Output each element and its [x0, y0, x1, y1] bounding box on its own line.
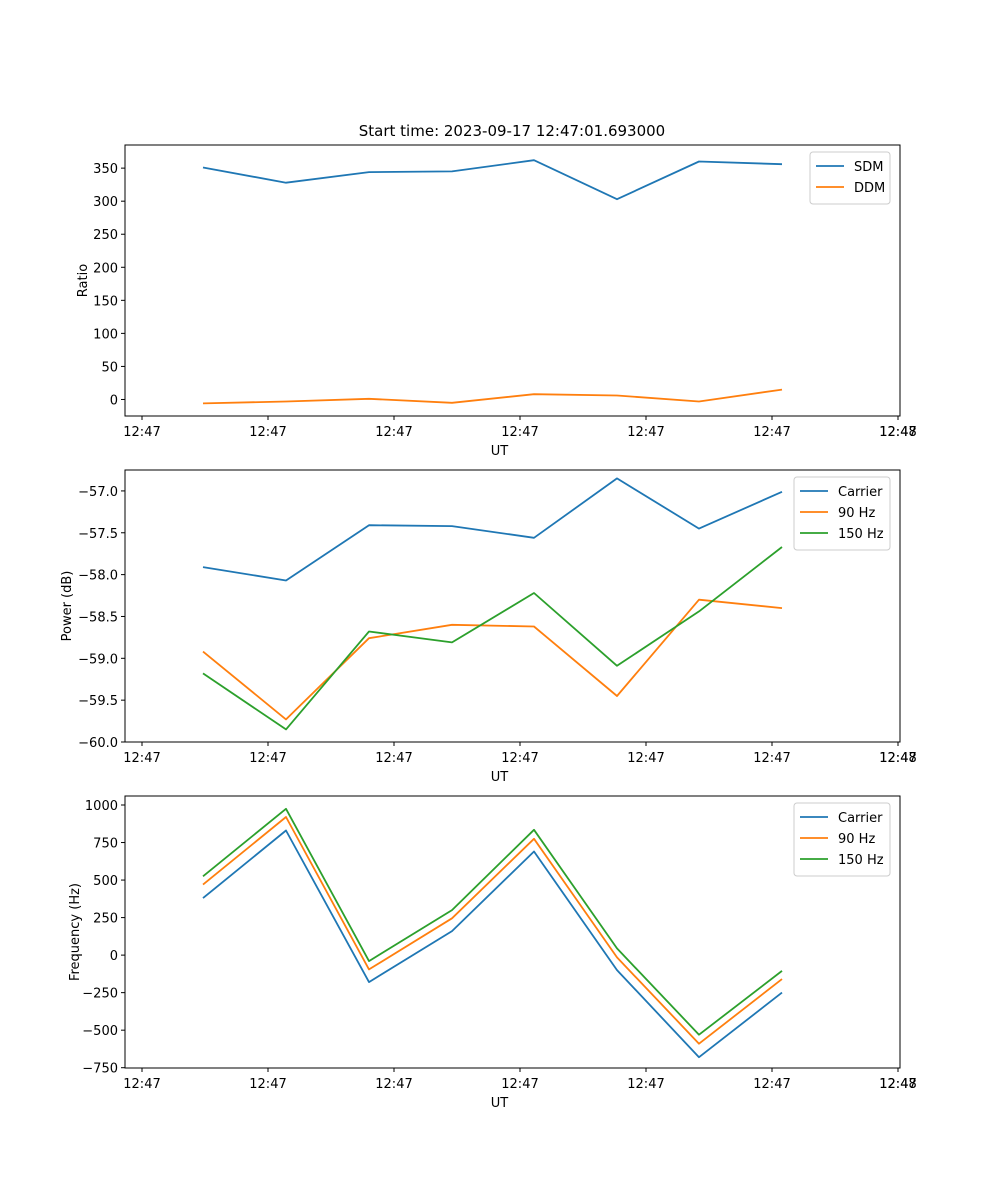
power-y-axis-label: Power (dB)	[60, 571, 75, 642]
frequency-y-tick-label: 0	[110, 949, 118, 964]
frequency-legend-box	[793, 802, 891, 877]
power-y-tick-label: −57.0	[78, 485, 118, 500]
ratio-x-tick-label: 12:47	[879, 425, 916, 440]
ratio-legend-label: SDM	[854, 160, 883, 175]
power-x-tick-label: 12:47	[879, 751, 916, 766]
ratio-x-tick-label: 12:47	[249, 425, 286, 440]
ratio-y-tick-label: 0	[110, 393, 118, 408]
ratio-y-tick-label: 300	[93, 195, 118, 210]
frequency-x-tick-label: 12:47	[501, 1077, 538, 1092]
power-legend-box	[793, 476, 891, 551]
power-y-tick-label: −57.5	[78, 527, 118, 542]
ratio-x-tick-label: 12:47	[375, 425, 412, 440]
power-x-tick-label: 12:47	[753, 751, 790, 766]
power-axes-frame	[124, 469, 901, 743]
ratio-legend-label: DDM	[854, 181, 885, 196]
ratio-x-tick-label: 12:48	[879, 425, 916, 440]
ratio-x-tick-label: 12:47	[627, 425, 664, 440]
frequency-x-tick-label: 12:47	[375, 1077, 412, 1092]
power-y-tick-label: −59.0	[78, 652, 118, 667]
subplot-frequency: 12:47 12:47 12:47 12:47 12:47 12:47 12:4712:48…	[68, 795, 917, 1111]
frequency-y-tick-label: 750	[93, 837, 118, 852]
power-y-tick-label: −59.5	[78, 694, 118, 709]
frequency-y-tick-label: 250	[93, 912, 118, 927]
frequency-legend-label: 90 Hz	[838, 832, 875, 847]
frequency-y-tick-label: 1000	[85, 799, 118, 814]
ratio-axes-frame	[124, 144, 901, 417]
frequency-x-axis-label: UT	[491, 1096, 509, 1111]
ratio-legend-box	[809, 151, 891, 205]
frequency-x-tick-label: 12:47	[627, 1077, 664, 1092]
frequency-y-axis-label: Frequency (Hz)	[68, 883, 83, 981]
frequency-x-tick-label: 12:47	[249, 1077, 286, 1092]
frequency-series-90-hz	[202, 816, 783, 1045]
frequency-series-carrier	[202, 829, 783, 1059]
ratio-x-tick-label: 12:47	[501, 425, 538, 440]
frequency-x-tick-label: 12:47	[753, 1077, 790, 1092]
power-x-tick-label: 12:47	[627, 751, 664, 766]
frequency-x-tick-label: 12:47	[123, 1077, 160, 1092]
subplot-power: 12:47 12:47 12:47 12:47 12:47 12:47 12:4712:48…	[60, 469, 917, 785]
power-x-axis-label: UT	[491, 770, 509, 785]
power-x-tick-label: 12:47	[123, 751, 160, 766]
power-legend-label: 90 Hz	[838, 506, 875, 521]
frequency-y-tick-label: 500	[93, 874, 118, 889]
ratio-y-tick-label: 100	[93, 327, 118, 342]
power-y-tick-label: −60.0	[78, 736, 118, 751]
power-series-carrier	[202, 477, 783, 582]
power-x-tick-label: 12:47	[249, 751, 286, 766]
frequency-y-tick-label: −750	[82, 1062, 118, 1077]
ratio-y-tick-label: 50	[101, 360, 118, 375]
ratio-x-tick-label: 12:47	[123, 425, 160, 440]
frequency-y-tick-label: −500	[82, 1024, 118, 1039]
power-series-90-hz	[202, 598, 783, 721]
frequency-legend-label: Carrier	[838, 811, 883, 826]
ratio-legend: SDM DDM	[809, 151, 891, 205]
power-x-tick-label: 12:47	[501, 751, 538, 766]
ratio-y-tick-label: 200	[93, 261, 118, 276]
frequency-legend: Carrier 90 Hz 150 Hz	[793, 802, 891, 877]
power-legend: Carrier 90 Hz 150 Hz	[793, 476, 891, 551]
power-x-tick-label: 12:48	[879, 751, 916, 766]
frequency-x-tick-label: 12:48	[879, 1077, 916, 1092]
frequency-axes-frame	[124, 795, 901, 1069]
ratio-y-axis-label: Ratio	[76, 264, 91, 297]
ratio-y-tick-label: 150	[93, 294, 118, 309]
ratio-y-tick-label: 250	[93, 228, 118, 243]
power-y-tick-label: −58.0	[78, 569, 118, 584]
power-series-150-hz	[202, 546, 783, 731]
ratio-series-sdm	[202, 159, 783, 201]
frequency-legend-label: 150 Hz	[838, 853, 884, 868]
power-legend-label: 150 Hz	[838, 527, 884, 542]
subplot-ratio: 12:47 12:47 12:47 12:47 12:47 12:47 12:4712:48…	[76, 144, 917, 459]
frequency-series-150-hz	[202, 807, 783, 1036]
power-legend-label: Carrier	[838, 485, 883, 500]
ratio-x-axis-label: UT	[491, 444, 509, 459]
power-x-tick-label: 12:47	[375, 751, 412, 766]
ratio-y-tick-label: 350	[93, 162, 118, 177]
ratio-x-tick-label: 12:47	[753, 425, 790, 440]
power-y-tick-label: −58.5	[78, 610, 118, 625]
ratio-series-ddm	[202, 388, 783, 405]
figure-title: Start time: 2023-09-17 12:47:01.693000	[359, 122, 665, 140]
frequency-y-tick-label: −250	[82, 987, 118, 1002]
frequency-x-tick-label: 12:47	[879, 1077, 916, 1092]
